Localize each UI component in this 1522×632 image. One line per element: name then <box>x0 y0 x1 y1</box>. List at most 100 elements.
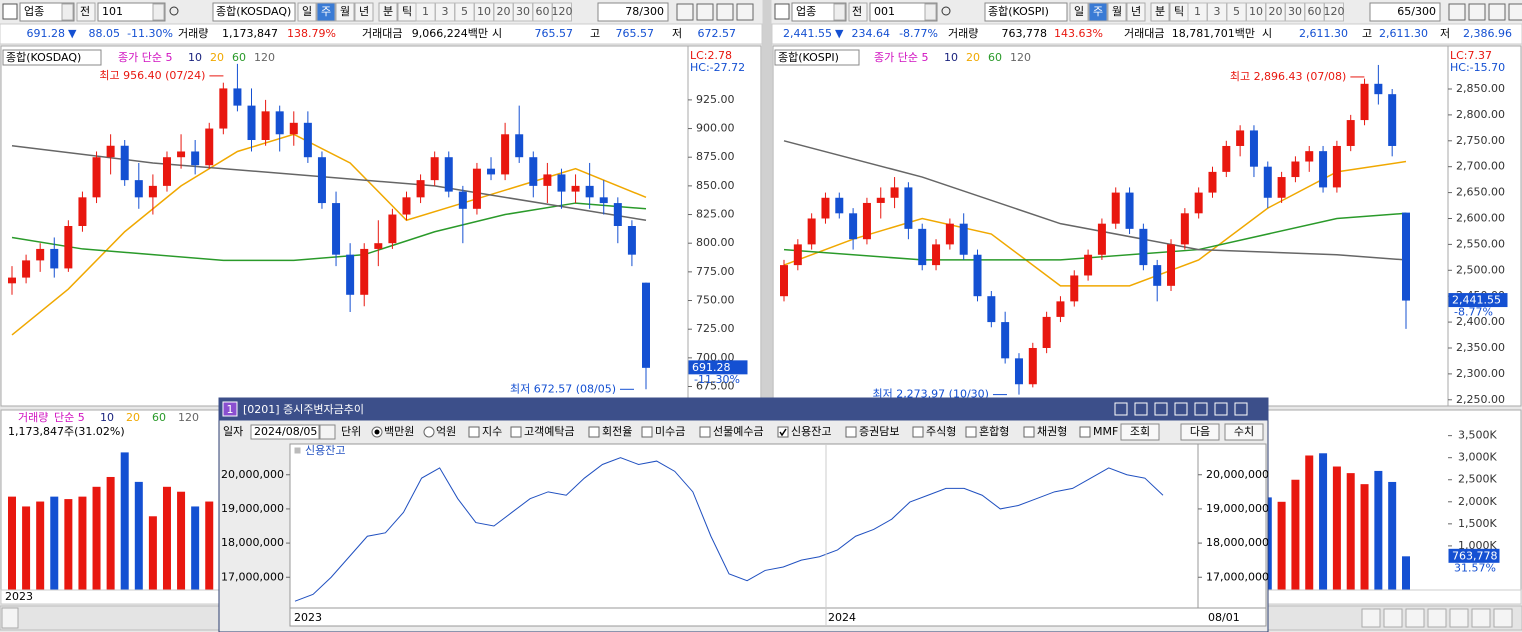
popup-button[interactable] <box>1120 423 1160 441</box>
window-button[interactable] <box>1214 402 1228 416</box>
checkbox[interactable] <box>468 426 480 438</box>
scroll-tool[interactable] <box>1383 608 1403 628</box>
window-button[interactable] <box>1134 402 1148 416</box>
splitter[interactable] <box>762 0 772 632</box>
period-button[interactable] <box>297 2 317 22</box>
code-select[interactable] <box>869 2 938 22</box>
y-tick-label: 800.00 <box>696 236 735 249</box>
low-note: 최저 672.57 (08/05) <box>510 382 616 395</box>
window-button[interactable] <box>1194 402 1208 416</box>
candle-body <box>1084 254 1093 276</box>
dropdown-arrow[interactable] <box>924 3 937 21</box>
name-text: 종합(KOSDAQ) <box>216 5 291 18</box>
tool-icon[interactable] <box>736 3 754 21</box>
period-button[interactable] <box>1107 2 1127 22</box>
window-button[interactable] <box>1154 402 1168 416</box>
window-button[interactable] <box>1114 402 1128 416</box>
tool-icon[interactable] <box>696 3 714 21</box>
candle-body <box>78 197 87 226</box>
checkbox[interactable] <box>510 426 522 438</box>
candle-body <box>821 197 830 219</box>
minute-button[interactable] <box>552 2 572 22</box>
candle-body <box>444 157 453 192</box>
popup-titlebar <box>218 397 1269 421</box>
volume-bar <box>50 496 59 590</box>
last-volume-box <box>1448 548 1500 563</box>
period-button[interactable] <box>378 2 398 22</box>
radio[interactable] <box>423 426 435 438</box>
period-button[interactable] <box>1088 2 1108 22</box>
checkbox-label: 미수금 <box>655 425 685 438</box>
window-button[interactable] <box>1174 402 1188 416</box>
checkbox[interactable] <box>1023 426 1035 438</box>
scroll-tool[interactable] <box>1427 608 1447 628</box>
checkbox[interactable] <box>845 426 857 438</box>
prev-button[interactable] <box>848 2 868 22</box>
tool-icon[interactable] <box>716 3 734 21</box>
candle-body <box>959 223 968 255</box>
market-text: 업종 <box>24 5 44 18</box>
candle-body <box>780 265 788 297</box>
minute-text: 60 <box>536 5 550 18</box>
tool-icon[interactable] <box>1448 3 1466 21</box>
y-tick-label: 20,000,000 <box>221 468 284 481</box>
market-select[interactable] <box>19 2 75 22</box>
popup-button[interactable] <box>1180 423 1220 441</box>
minute-text: 1 <box>1194 5 1201 18</box>
name-box[interactable] <box>212 2 296 22</box>
scroll-tool[interactable] <box>1493 608 1513 628</box>
y-tick-label: 3,500K <box>1458 429 1497 442</box>
search-icon[interactable] <box>169 6 179 16</box>
period-button[interactable] <box>354 2 374 22</box>
market-select[interactable] <box>791 2 847 22</box>
scroll-tool[interactable] <box>1471 608 1491 628</box>
calendar-button[interactable] <box>319 424 336 440</box>
legend-item: 10 <box>944 51 958 64</box>
checkbox[interactable] <box>777 426 789 438</box>
scroll-left[interactable] <box>1 607 19 629</box>
minute-text: 20 <box>1269 5 1283 18</box>
period-button[interactable] <box>1150 2 1170 22</box>
date-input[interactable] <box>250 424 320 440</box>
period-button[interactable] <box>1069 2 1089 22</box>
scroll-tool[interactable] <box>1449 608 1469 628</box>
tool-icon[interactable] <box>1488 3 1506 21</box>
checkbox[interactable] <box>588 426 600 438</box>
info-field: 763,778 <box>1002 27 1048 40</box>
checkbox[interactable] <box>699 426 711 438</box>
dropdown-arrow[interactable] <box>833 3 846 21</box>
menu-icon[interactable] <box>2 3 18 20</box>
candle-body <box>987 296 996 323</box>
prev-button[interactable] <box>76 2 96 22</box>
minute-button[interactable] <box>1324 2 1344 22</box>
y-tick-label: 750.00 <box>696 294 735 307</box>
tool-icon[interactable] <box>1508 3 1522 21</box>
popup-title: [0201] 증시주변자금추이 <box>243 403 364 416</box>
tool-icon[interactable] <box>1468 3 1486 21</box>
scroll-tool[interactable] <box>1361 608 1381 628</box>
code-select[interactable] <box>97 2 166 22</box>
period-button[interactable] <box>1126 2 1146 22</box>
y-tick-label: 2,850.00 <box>1456 82 1505 95</box>
checkbox[interactable] <box>912 426 924 438</box>
candle-body <box>1319 151 1328 188</box>
checkbox[interactable] <box>1079 426 1091 438</box>
popup-button[interactable] <box>1224 423 1264 441</box>
popup-date-axis <box>289 607 1267 627</box>
moving-average <box>11 133 647 336</box>
menu-icon[interactable] <box>774 3 790 20</box>
dropdown-arrow[interactable] <box>61 3 74 21</box>
y-tick-label: 2,400.00 <box>1456 315 1505 328</box>
tool-icon[interactable] <box>676 3 694 21</box>
dropdown-arrow[interactable] <box>152 3 165 21</box>
window-button[interactable] <box>1234 402 1248 416</box>
name-box[interactable] <box>984 2 1068 22</box>
search-icon[interactable] <box>941 6 951 16</box>
period-button[interactable] <box>335 2 355 22</box>
volume-legend: 단순 5 <box>54 411 85 424</box>
period-button[interactable] <box>316 2 336 22</box>
scroll-tool[interactable] <box>1405 608 1425 628</box>
checkbox[interactable] <box>965 426 977 438</box>
info-field: 234.64 <box>852 27 891 40</box>
checkbox[interactable] <box>641 426 653 438</box>
